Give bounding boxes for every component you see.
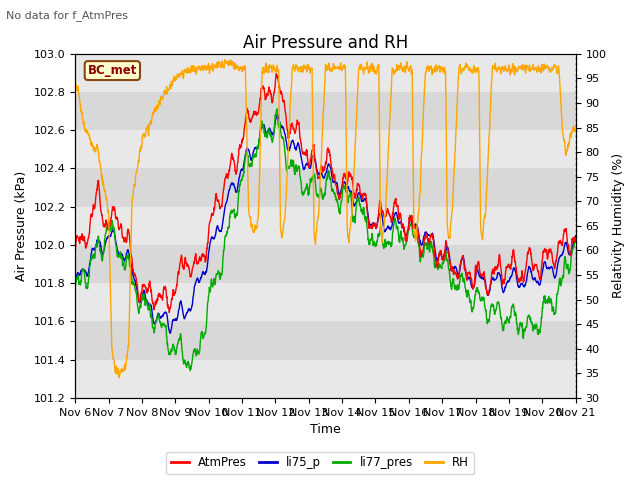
Bar <box>75 168 576 207</box>
Bar <box>75 207 576 245</box>
Y-axis label: Air Pressure (kPa): Air Pressure (kPa) <box>15 171 28 281</box>
X-axis label: Time: Time <box>310 423 341 436</box>
Bar <box>75 130 576 168</box>
Bar <box>75 54 576 92</box>
Bar <box>75 245 576 283</box>
Title: Air Pressure and RH: Air Pressure and RH <box>243 34 408 52</box>
Y-axis label: Relativity Humidity (%): Relativity Humidity (%) <box>612 153 625 299</box>
Text: BC_met: BC_met <box>88 64 137 77</box>
Bar <box>75 283 576 322</box>
Text: No data for f_AtmPres: No data for f_AtmPres <box>6 10 129 21</box>
Bar <box>75 322 576 360</box>
Bar <box>75 360 576 398</box>
Bar <box>75 92 576 130</box>
Legend: AtmPres, li75_p, li77_pres, RH: AtmPres, li75_p, li77_pres, RH <box>166 452 474 474</box>
